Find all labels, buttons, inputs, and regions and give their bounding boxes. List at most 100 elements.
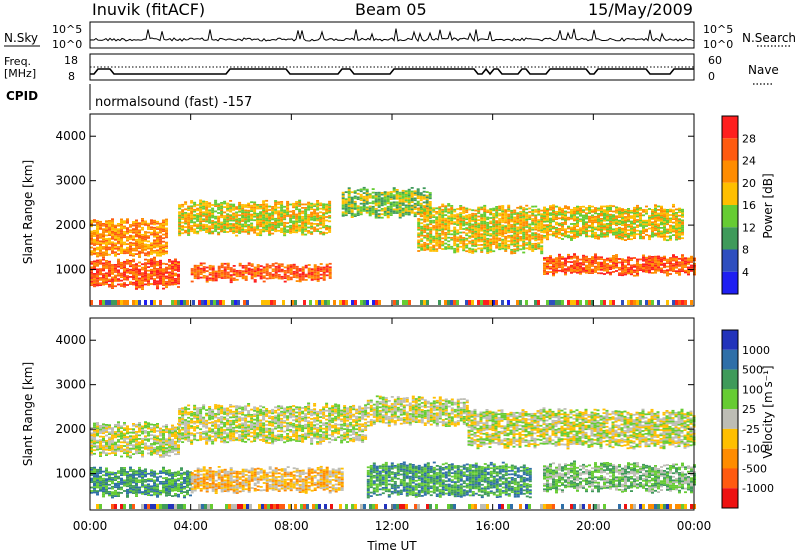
heatmap-cell xyxy=(681,215,684,218)
heatmap-cell xyxy=(450,247,454,250)
heatmap-cell xyxy=(301,223,305,225)
heatmap-cell xyxy=(669,264,672,266)
heatmap-cell xyxy=(371,205,375,208)
heatmap-cell xyxy=(156,276,159,279)
heatmap-cell xyxy=(456,238,460,241)
heatmap-cell xyxy=(321,300,324,305)
heatmap-cell xyxy=(135,239,138,241)
heatmap-cell xyxy=(603,218,606,220)
heatmap-cell xyxy=(304,215,308,218)
heatmap-cell xyxy=(135,436,138,439)
heatmap-cell xyxy=(413,197,417,200)
heatmap-cell xyxy=(495,246,499,249)
heatmap-cell xyxy=(120,272,123,275)
heatmap-cell xyxy=(555,300,558,305)
heatmap-cell xyxy=(639,267,642,270)
heatmap-cell xyxy=(441,224,445,227)
heatmap-cell xyxy=(407,199,411,202)
heatmap-cell xyxy=(690,259,693,262)
heatmap-cell xyxy=(540,227,544,230)
heatmap-cell xyxy=(328,204,332,207)
heatmap-cell xyxy=(651,210,654,213)
heatmap-cell xyxy=(153,443,156,446)
heatmap-cell xyxy=(274,209,278,211)
heatmap-cell xyxy=(316,203,320,206)
heatmap-cell xyxy=(108,227,111,229)
heatmap-cell xyxy=(250,219,254,221)
heatmap-cell xyxy=(102,237,105,239)
heatmap-cell xyxy=(426,223,430,226)
heatmap-cell xyxy=(322,266,326,269)
heatmap-cell xyxy=(522,223,526,225)
heatmap-cell xyxy=(232,205,236,208)
heatmap-cell xyxy=(600,265,603,268)
heatmap-cell xyxy=(138,452,141,454)
heatmap-cell xyxy=(501,208,505,211)
heatmap-cell xyxy=(347,203,351,206)
heatmap-cell xyxy=(208,232,212,235)
heatmap-cell xyxy=(425,200,429,202)
heatmap-cell xyxy=(316,207,320,209)
heatmap-cell xyxy=(594,255,597,257)
heatmap-cell xyxy=(223,268,227,270)
heatmap-cell xyxy=(129,438,132,441)
heatmap-cell xyxy=(420,227,424,230)
heatmap-cell xyxy=(226,231,230,233)
heatmap-cell xyxy=(156,447,159,450)
heatmap-cell xyxy=(99,224,102,227)
heatmap-cell xyxy=(597,227,600,229)
heatmap-cell xyxy=(360,300,363,305)
heatmap-cell xyxy=(126,452,129,454)
heatmap-cell xyxy=(232,279,236,281)
heatmap-cell xyxy=(438,243,442,246)
heatmap-cell xyxy=(612,232,615,234)
heatmap-cell xyxy=(525,224,529,227)
heatmap-cell xyxy=(313,271,317,274)
heatmap-cell xyxy=(633,222,636,225)
heatmap-cell xyxy=(528,230,532,233)
heatmap-cell xyxy=(153,242,156,245)
heatmap-cell xyxy=(543,219,546,221)
heatmap-cell xyxy=(423,224,427,226)
heatmap-cell xyxy=(298,269,302,272)
heatmap-cell xyxy=(235,231,239,233)
heatmap-cell xyxy=(90,251,93,254)
heatmap-cell xyxy=(477,247,481,250)
heatmap-cell xyxy=(199,204,203,207)
heatmap-cell xyxy=(177,261,180,263)
heatmap-cell xyxy=(588,224,591,227)
freq-trace xyxy=(90,67,694,76)
heatmap-cell xyxy=(672,270,675,272)
heatmap-cell xyxy=(277,201,281,204)
heatmap-cell xyxy=(347,189,351,191)
heatmap-cell xyxy=(480,236,484,239)
heatmap-cell xyxy=(504,235,508,238)
heatmap-cell xyxy=(138,243,141,246)
heatmap-cell xyxy=(591,268,594,271)
heatmap-cell xyxy=(651,214,654,217)
heatmap-cell xyxy=(147,434,150,437)
heatmap-cell xyxy=(211,223,215,226)
heatmap-cell xyxy=(597,221,600,224)
heatmap-cell xyxy=(453,228,457,231)
heatmap-cell xyxy=(123,222,126,224)
heatmap-cell xyxy=(416,211,420,214)
heatmap-cell xyxy=(268,225,272,227)
heatmap-cell xyxy=(277,215,281,218)
heatmap-cell xyxy=(495,216,499,219)
heatmap-cell xyxy=(214,277,218,280)
heatmap-cell xyxy=(211,212,215,215)
heatmap-cell xyxy=(102,430,105,433)
heatmap-cell xyxy=(567,218,570,221)
heatmap-cell xyxy=(513,232,517,235)
heatmap-cell xyxy=(597,225,600,228)
heatmap-cell xyxy=(159,268,162,271)
heatmap-cell xyxy=(117,423,120,425)
heatmap-cell xyxy=(540,248,544,251)
heatmap-cell xyxy=(141,228,144,231)
heatmap-cell xyxy=(633,274,636,277)
heatmap-cell xyxy=(386,211,390,213)
heatmap-cell xyxy=(114,231,117,234)
heatmap-cell xyxy=(636,213,639,216)
heatmap-cell xyxy=(123,276,126,279)
